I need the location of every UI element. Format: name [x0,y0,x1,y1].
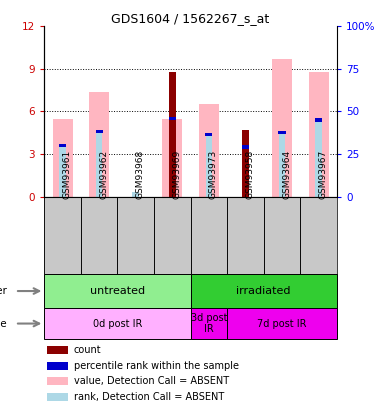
Text: other: other [0,286,8,296]
Bar [242,130,249,196]
Bar [300,196,337,274]
Text: value, Detection Call = ABSENT: value, Detection Call = ABSENT [74,376,229,386]
Bar [205,132,213,136]
Text: GSM93964: GSM93964 [282,150,291,199]
Bar [169,117,176,120]
Text: GSM93967: GSM93967 [319,150,328,199]
Bar [95,130,103,133]
Bar [242,147,249,196]
Bar [227,196,264,274]
Text: percentile rank within the sample: percentile rank within the sample [74,361,239,371]
Text: GSM93969: GSM93969 [172,150,181,199]
Bar [96,131,102,196]
Text: GSM93958: GSM93958 [246,150,254,199]
Text: GSM93968: GSM93968 [136,150,145,199]
Text: GSM93973: GSM93973 [209,150,218,199]
Bar [47,362,68,370]
Bar [199,104,219,196]
Text: GSM93961: GSM93961 [62,150,72,199]
Bar [81,196,117,274]
Bar [206,134,212,196]
Text: untreated: untreated [90,286,145,296]
Text: 0d post IR: 0d post IR [93,319,142,328]
Bar [44,196,81,274]
Bar [59,145,66,196]
Text: count: count [74,345,101,355]
Bar [47,392,68,401]
Bar [242,145,249,149]
Bar [279,133,285,196]
Bar [227,308,337,339]
Bar [315,118,322,122]
Bar [272,59,292,196]
Bar [264,196,300,274]
Bar [59,144,66,147]
Bar [154,196,191,274]
Bar [52,119,73,196]
Bar [44,308,191,339]
Bar [191,274,337,308]
Bar [191,308,227,339]
Bar [47,377,68,385]
Bar [132,192,139,196]
Bar [44,274,191,308]
Text: time: time [0,319,8,328]
Bar [162,119,182,196]
Bar [47,346,68,354]
Bar [169,119,176,196]
Text: 7d post IR: 7d post IR [257,319,307,328]
Bar [315,120,322,196]
Bar [308,72,329,196]
Bar [278,131,286,134]
Bar [191,196,227,274]
Text: GSM93962: GSM93962 [99,150,108,199]
Text: irradiated: irradiated [236,286,291,296]
Bar [169,72,176,196]
Title: GDS1604 / 1562267_s_at: GDS1604 / 1562267_s_at [111,12,270,25]
Text: 3d post
IR: 3d post IR [191,313,227,335]
Bar [117,196,154,274]
Text: rank, Detection Call = ABSENT: rank, Detection Call = ABSENT [74,392,224,402]
Bar [89,92,109,196]
